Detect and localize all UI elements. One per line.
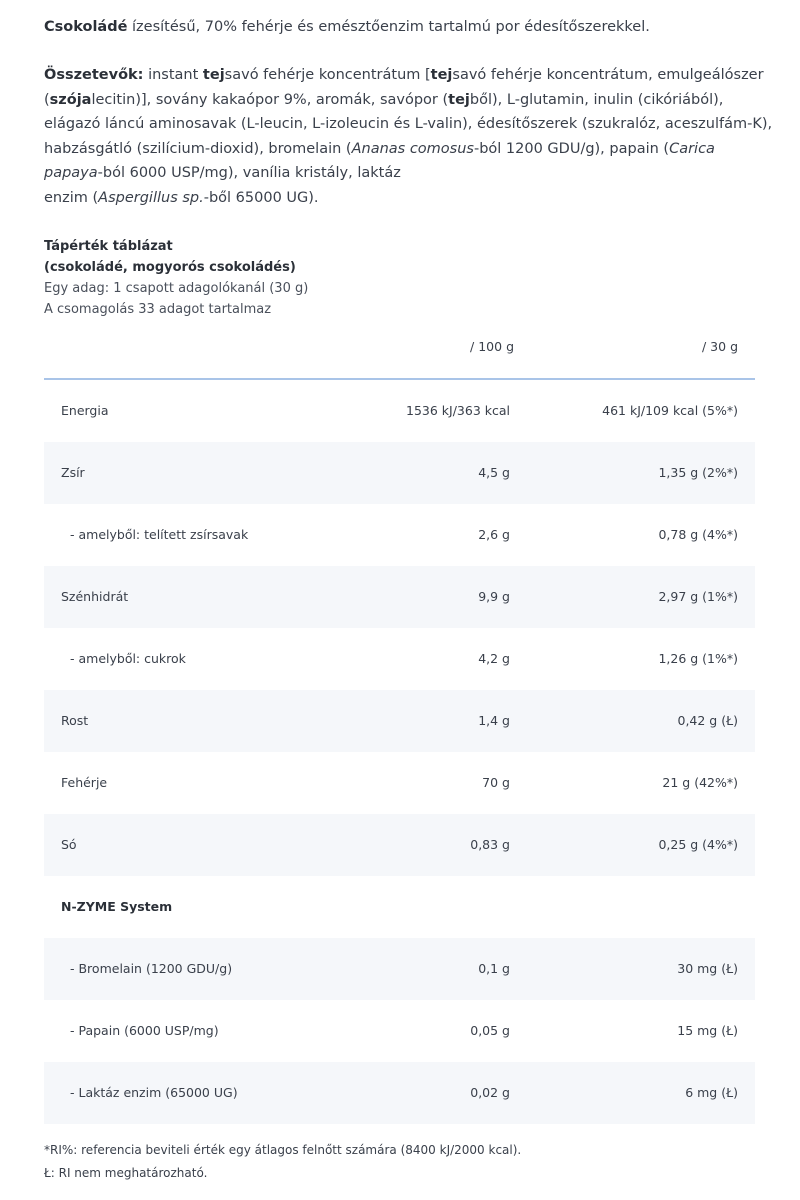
ingredients-text: -ből 65000 UG). (203, 189, 319, 206)
column-header-100g: / 100 g (470, 339, 514, 354)
row-label: - Papain (6000 USP/mg) (70, 1023, 219, 1038)
ri-footnote: *RI%: referencia beviteli érték egy átla… (44, 1143, 522, 1157)
species-name: Carica papaya (44, 140, 715, 182)
allergen: tej (202, 67, 225, 83)
value-per-30g: 461 kJ/109 kcal (5%*) (602, 403, 738, 418)
value-per-100g: 0,05 g (470, 1023, 510, 1038)
ingredients-text: enzim ( (44, 189, 99, 206)
nutrition-title: Tápérték táblázat (44, 239, 173, 254)
footnotes: *RI%: referencia beviteli érték egy átla… (44, 1139, 764, 1185)
value-per-30g: 0,25 g (4%*) (658, 837, 738, 852)
product-description: Csokoládé ízesítésű, 70% fehérje és emés… (44, 15, 774, 39)
ingredients-text: lecitin)], sovány kakaópor 9%, aromák, s… (91, 91, 449, 108)
table-row: Só 0,83 g 0,25 g (4%*) (44, 814, 755, 876)
species-name: Aspergillus sp. (98, 189, 204, 206)
row-label: Rost (61, 713, 89, 728)
row-label: Só (61, 837, 77, 852)
ingredients-text: savó fehérje koncentrátum [ (224, 67, 431, 83)
value-per-100g: 2,6 g (478, 527, 510, 542)
value-per-100g: 0,02 g (470, 1085, 510, 1100)
nutrition-header: Tápérték táblázat (csokoládé, mogyorós c… (44, 236, 644, 320)
ingredients-text: instant (143, 67, 203, 83)
row-label: Szénhidrát (61, 589, 129, 604)
value-per-30g: 6 mg (Ł) (685, 1085, 738, 1100)
row-label: - Laktáz enzim (65000 UG) (70, 1085, 238, 1100)
value-per-30g: 21 g (42%*) (662, 775, 738, 790)
description-text: ízesítésű, 70% fehérje és emésztőenzim t… (127, 19, 650, 35)
row-label: - amelyből: telített zsírsavak (70, 527, 249, 542)
ingredients-list: Összetevők: instant tejsavó fehérje konc… (44, 63, 774, 210)
ingredients-text: savó fehérje koncentrátum, emulgeálószer… (44, 67, 764, 108)
servings-per-pack: A csomagolás 33 adagot tartalmaz (44, 302, 272, 317)
nutrition-table: Energia 1536 kJ/363 kcal 461 kJ/109 kcal… (44, 380, 755, 1124)
allergen: tej (430, 67, 453, 83)
ingredients-text: ből), L-glutamin, inulin (cikóriából), e… (44, 91, 773, 157)
species-name: Ananas comosus (351, 140, 474, 157)
table-row: Rost 1,4 g 0,42 g (Ł) (44, 690, 755, 752)
table-row: Zsír 4,5 g 1,35 g (2%*) (44, 442, 755, 504)
table-header-divider (44, 378, 755, 380)
flavor-name: Csokoládé (44, 19, 128, 35)
value-per-30g: 30 mg (Ł) (677, 961, 738, 976)
value-per-100g: 0,83 g (470, 837, 510, 852)
table-row: Energia 1536 kJ/363 kcal 461 kJ/109 kcal… (44, 380, 755, 442)
value-per-30g: 2,97 g (1%*) (658, 589, 738, 604)
value-per-100g: 1,4 g (478, 713, 510, 728)
row-label: - amelyből: cukrok (70, 651, 186, 666)
serving-size: Egy adag: 1 csapott adagolókanál (30 g) (44, 281, 309, 296)
value-per-100g: 9,9 g (478, 589, 510, 604)
value-per-30g: 15 mg (Ł) (677, 1023, 738, 1038)
allergen: szója (49, 91, 92, 108)
table-row: - amelyből: telített zsírsavak 2,6 g 0,7… (44, 504, 755, 566)
value-per-100g: 70 g (482, 775, 510, 790)
value-per-100g: 0,1 g (478, 961, 510, 976)
na-footnote: Ł: RI nem meghatározható. (44, 1166, 208, 1180)
section-label: N-ZYME System (61, 899, 173, 914)
table-row: - Papain (6000 USP/mg) 0,05 g 15 mg (Ł) (44, 1000, 755, 1062)
value-per-30g: 0,42 g (Ł) (677, 713, 739, 728)
table-row: - Bromelain (1200 GDU/g) 0,1 g 30 mg (Ł) (44, 938, 755, 1000)
row-label: Zsír (61, 465, 85, 480)
value-per-30g: 1,35 g (2%*) (658, 465, 738, 480)
ingredients-label: Összetevők: (44, 67, 144, 83)
table-row: - Laktáz enzim (65000 UG) 0,02 g 6 mg (Ł… (44, 1062, 755, 1124)
table-row: - amelyből: cukrok 4,2 g 1,26 g (1%*) (44, 628, 755, 690)
column-header-30g: / 30 g (702, 339, 738, 354)
value-per-100g: 1536 kJ/363 kcal (406, 403, 510, 418)
value-per-30g: 0,78 g (4%*) (658, 527, 738, 542)
table-row: Szénhidrát 9,9 g 2,97 g (1%*) (44, 566, 755, 628)
ingredients-text: -ból 6000 USP/mg), vanília kristály, lak… (97, 165, 401, 181)
row-label: - Bromelain (1200 GDU/g) (70, 961, 233, 976)
row-label: Energia (61, 403, 109, 418)
ingredients-text: -ból 1200 GDU/g), papain ( (473, 140, 670, 157)
table-row: Fehérje 70 g 21 g (42%*) (44, 752, 755, 814)
nutrition-subtitle: (csokoládé, mogyorós csokoládés) (44, 260, 296, 275)
allergen: tej (448, 91, 470, 108)
value-per-30g: 1,26 g (1%*) (658, 651, 738, 666)
enzyme-section-heading: N-ZYME System (44, 876, 755, 938)
value-per-100g: 4,2 g (478, 651, 510, 666)
value-per-100g: 4,5 g (478, 465, 510, 480)
row-label: Fehérje (61, 775, 108, 790)
